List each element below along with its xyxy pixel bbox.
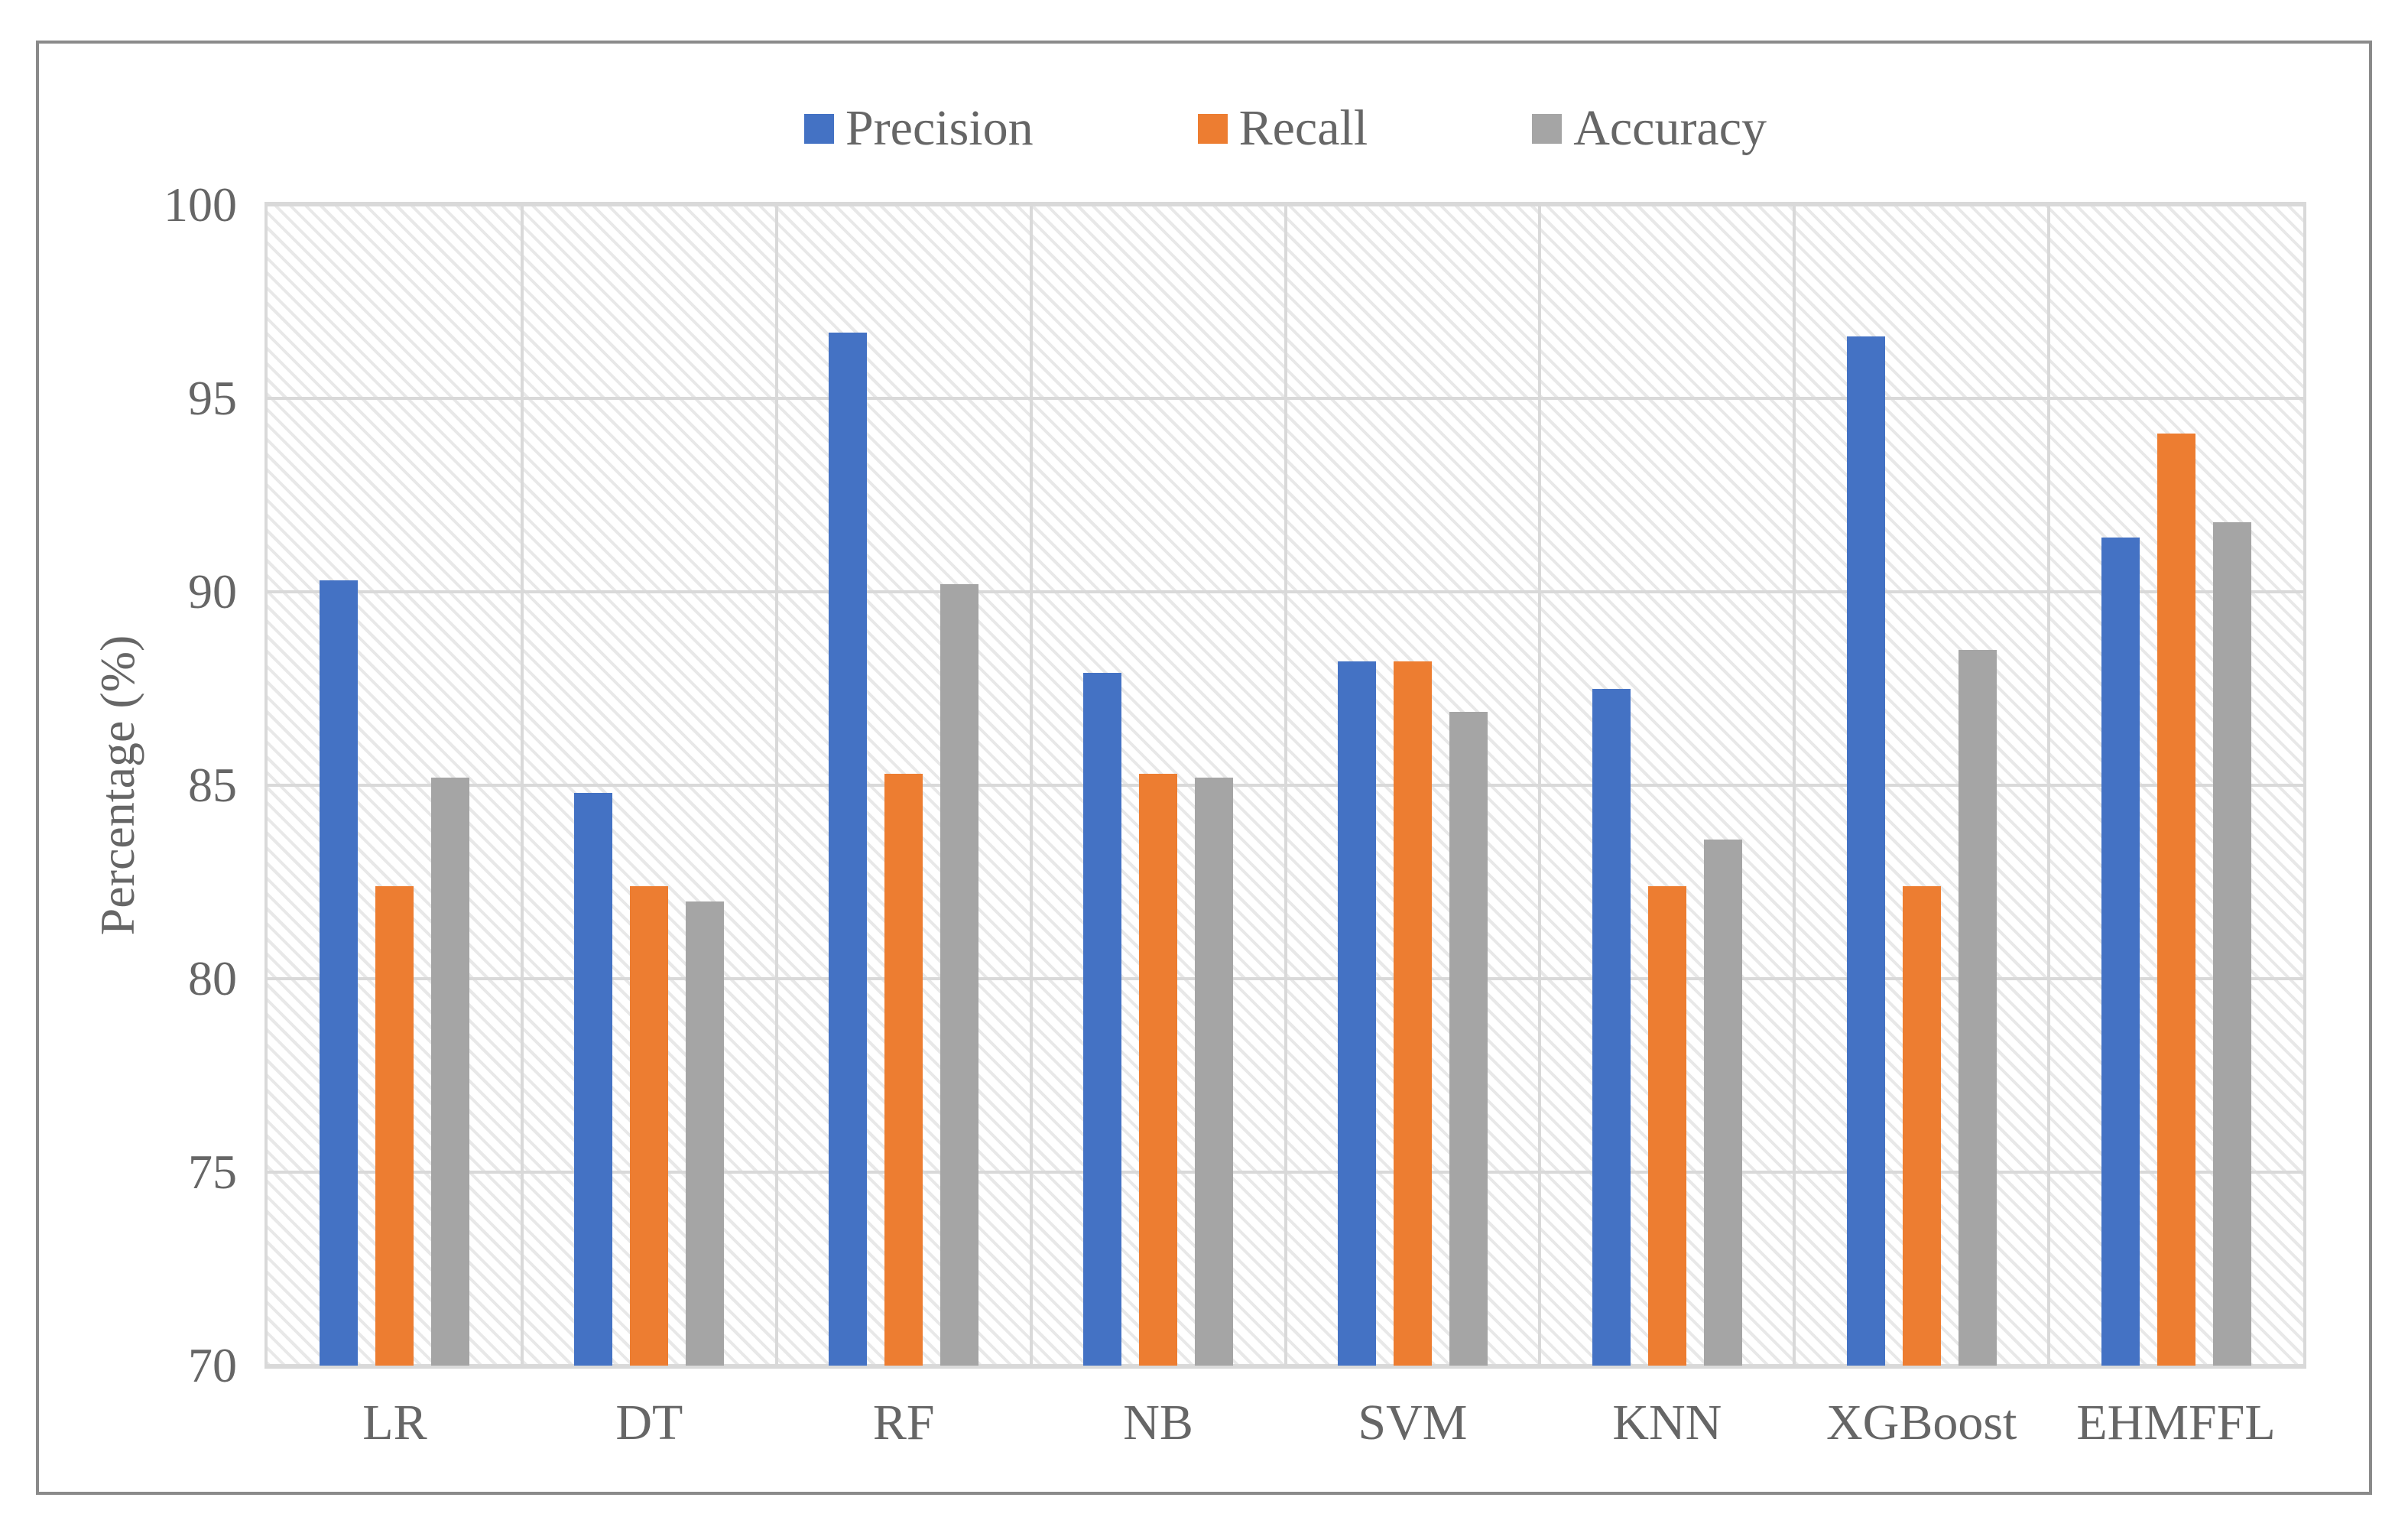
x-category-label-lr: LR [362,1395,427,1450]
y-tick-label-80: 80 [188,951,237,1005]
accuracy-swatch-icon [1532,113,1563,144]
gridline-x-7 [2047,205,2051,1366]
bar-precision-nb [1083,673,1122,1366]
legend-label-precision: Precision [845,100,1034,156]
bar-accuracy-lr [431,777,470,1366]
figure-border [36,41,2372,1495]
x-category-label-rf: RF [872,1395,935,1450]
bar-recall-dt [630,885,669,1366]
bar-accuracy-ehmffl [2212,521,2251,1366]
bar-recall-svm [1393,661,1432,1366]
bar-precision-ehmffl [2101,538,2140,1366]
gridline-x-3 [1029,205,1033,1366]
y-tick-label-75: 75 [188,1145,237,1199]
bar-recall-rf [884,773,923,1366]
bar-accuracy-knn [1703,839,1742,1366]
bar-accuracy-dt [686,901,725,1366]
bar-precision-knn [1592,688,1631,1366]
legend: Precision Recall Accuracy [268,96,2303,161]
x-category-label-svm: SVM [1358,1395,1468,1450]
y-tick-label-85: 85 [188,758,237,812]
bar-accuracy-nb [1195,777,1234,1366]
legend-item-accuracy: Accuracy [1532,103,1767,154]
x-category-label-knn: KNN [1612,1395,1722,1450]
gridline-x-6 [1793,205,1796,1366]
precision-swatch-icon [803,113,834,144]
gridline-x-1 [520,205,524,1366]
bar-precision-svm [1337,661,1376,1366]
bar-recall-lr [375,885,414,1366]
bar-accuracy-rf [940,583,979,1366]
x-category-label-xgboost: XGBoost [1826,1395,2017,1450]
gridline-x-5 [1538,205,1542,1366]
gridline-y-70 [268,1364,2303,1367]
x-category-label-dt: DT [615,1395,683,1450]
legend-label-recall: Recall [1238,100,1368,156]
bar-precision-dt [574,793,613,1366]
bar-recall-nb [1139,773,1178,1366]
bar-accuracy-xgboost [1958,649,1997,1366]
bar-precision-lr [320,580,359,1366]
legend-label-accuracy: Accuracy [1573,100,1767,156]
bar-accuracy-svm [1449,711,1488,1366]
gridline-x-2 [774,205,778,1366]
bar-precision-rf [829,332,868,1366]
x-category-label-ehmffl: EHMFFL [2076,1395,2276,1450]
y-tick-label-70: 70 [188,1338,237,1392]
gridline-x-4 [1284,205,1287,1366]
legend-item-precision: Precision [803,100,1034,156]
y-tick-label-100: 100 [164,177,237,232]
bar-precision-xgboost [1846,336,1885,1366]
bar-recall-ehmffl [2156,433,2195,1366]
y-tick-label-95: 95 [188,371,237,425]
bar-recall-xgboost [1902,885,1941,1366]
bar-recall-knn [1647,885,1686,1366]
legend-item-recall: Recall [1197,100,1368,156]
x-category-label-nb: NB [1123,1395,1193,1450]
y-tick-label-90: 90 [188,564,237,619]
recall-swatch-icon [1197,113,1228,144]
